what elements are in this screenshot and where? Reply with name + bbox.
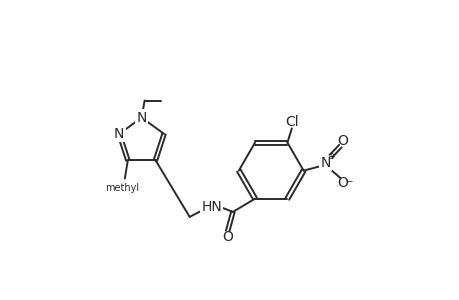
Text: N: N: [320, 156, 330, 170]
Text: O: O: [336, 176, 347, 190]
Text: methyl: methyl: [105, 183, 139, 193]
Text: N: N: [114, 127, 124, 141]
Text: ⊕: ⊕: [326, 152, 334, 161]
Text: Cl: Cl: [285, 115, 298, 129]
Text: HN: HN: [201, 200, 222, 214]
Text: N: N: [136, 111, 146, 124]
Text: O: O: [336, 134, 347, 148]
Text: −: −: [345, 176, 352, 185]
Text: O: O: [222, 230, 233, 244]
